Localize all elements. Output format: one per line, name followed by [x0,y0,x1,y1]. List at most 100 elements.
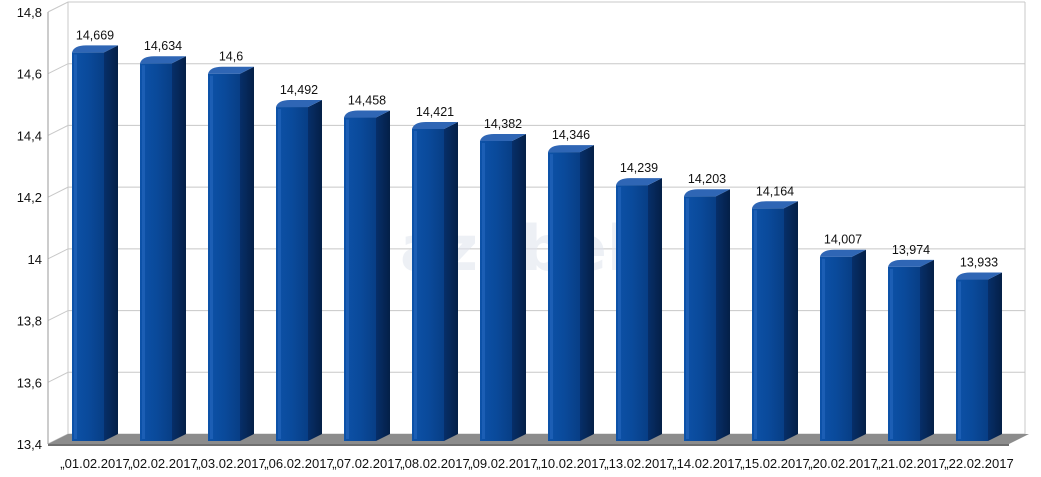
bar-front [888,266,920,441]
bar [616,178,662,441]
y-tick-label: 14,6 [17,67,42,82]
bar-highlight [754,210,757,439]
data-label: 14,382 [484,117,522,131]
data-label: 14,239 [620,161,658,175]
bar-side [512,133,526,442]
bar-highlight [890,268,893,439]
x-tick-label: „01.02.2017 [60,456,129,471]
bar [548,145,594,441]
bar-top [752,201,798,209]
data-label: 14,007 [824,233,862,247]
bar-front [140,63,172,441]
bar-front [480,140,512,442]
x-tick-label: „15.02.2017 [740,456,809,471]
bar-top [276,100,322,108]
bar-top [548,145,594,153]
data-label: 14,458 [348,94,386,108]
bar-side [988,272,1002,441]
data-labels: 14,669 14,634 14,6 14,492 14,458 14,421 14,382… [76,28,998,269]
bar-highlight [278,109,281,439]
bar-front [820,256,852,441]
x-tick-label: „09.02.2017 [468,456,537,471]
bar-front [72,52,104,442]
gridline [47,186,1025,198]
bar-highlight [210,75,213,439]
grid [47,1,1026,445]
x-tick-label: „03.02.2017 [196,456,265,471]
bar-side [580,145,594,441]
bar-front [412,128,444,441]
gridline [47,63,1025,75]
data-label: 14,164 [756,184,794,198]
y-tick-label: 13,4 [17,437,42,452]
bar [276,100,322,441]
bar-top [616,178,662,186]
bar-highlight [346,119,349,439]
bar-highlight [958,281,961,439]
bar-front [616,185,648,441]
x-tick-label: „10.02.2017 [536,456,605,471]
bar-top [412,121,458,129]
y-tick-label: 14 [28,252,42,267]
bar-side [104,45,118,442]
bars [72,45,1002,442]
x-axis: „01.02.2017„02.02.2017„03.02.2017„06.02.… [60,456,1013,471]
bar-side [308,100,322,441]
x-tick-label: „21.02.2017 [876,456,945,471]
x-tick-label: „20.02.2017 [808,456,877,471]
bar-top [344,110,390,118]
bar-front [684,196,716,441]
bar-front [548,152,580,441]
bar-side [444,121,458,441]
bar-highlight [482,142,485,440]
bar-highlight [74,54,77,440]
bar [956,272,1002,441]
floor-top [48,434,1029,444]
data-label: 14,6 [219,50,243,64]
bar-front [956,279,988,441]
gridline [47,310,1025,322]
floor-front [48,444,1009,446]
gridline [47,1,1025,13]
data-label: 13,933 [960,256,998,270]
y-tick-label: 14,2 [17,190,42,205]
x-tick-label: „08.02.2017 [400,456,469,471]
bar-top [820,249,866,257]
bar-highlight [550,154,553,439]
x-tick-label: „06.02.2017 [264,456,333,471]
data-label: 14,346 [552,128,590,142]
y-axis: 13,4 13,6 13,8 14 14,2 14,4 14,6 14,8 [17,5,49,452]
data-label: 13,974 [892,243,930,257]
bar-top [140,56,186,64]
bar-side [172,56,186,441]
bar-top [208,66,254,74]
bar-highlight [414,130,417,439]
bar-side [716,189,730,441]
bar-highlight [686,198,689,439]
bar [752,201,798,441]
bar [684,189,730,441]
x-tick-label: „02.02.2017 [128,456,197,471]
x-tick-label: „07.02.2017 [332,456,401,471]
chart-floor [48,434,1029,446]
bar-top [480,133,526,141]
bar-front [344,117,376,441]
bar-top [72,45,118,53]
bar-front [208,73,240,441]
gridline [47,371,1025,383]
bar-top [888,259,934,267]
bar-side [920,259,934,441]
bar-side [648,178,662,441]
bar-side [852,249,866,441]
bar-highlight [618,187,621,439]
bar [72,45,118,442]
x-tick-label: „22.02.2017 [944,456,1013,471]
bar [888,259,934,441]
bar-side [376,110,390,441]
gridline [47,124,1025,136]
bar [344,110,390,441]
bar-top [684,189,730,197]
bar-highlight [142,65,145,440]
x-tick-label: „14.02.2017 [672,456,741,471]
